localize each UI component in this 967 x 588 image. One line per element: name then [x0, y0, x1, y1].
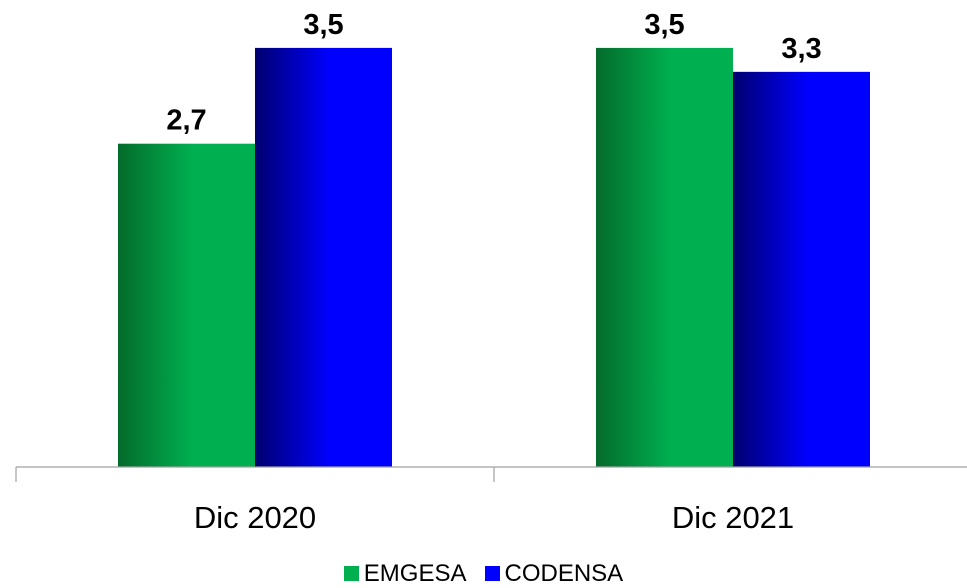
bar-emgesa-1	[596, 47, 733, 468]
legend-label-codensa: CODENSA	[504, 559, 624, 587]
data-label-emgesa-0: 2,7	[166, 105, 206, 137]
category-label-0: Dic 2020	[194, 500, 316, 535]
bar-emgesa-0	[118, 143, 255, 467]
legend-item-codensa: CODENSA	[484, 559, 624, 588]
data-label-emgesa-1: 3,5	[644, 9, 684, 41]
data-label-codensa-0: 3,5	[303, 9, 343, 41]
bar-codensa-1	[733, 71, 870, 467]
legend-label-emgesa: EMGESA	[363, 559, 467, 587]
data-label-codensa-1: 3,3	[781, 33, 821, 65]
legend-item-emgesa: EMGESA	[343, 559, 467, 588]
bar-codensa-0	[255, 47, 392, 468]
category-label-1: Dic 2021	[672, 500, 794, 535]
legend: EMGESA CODENSA	[0, 560, 967, 587]
legend-swatch-emgesa	[343, 566, 359, 581]
legend-swatch-codensa	[484, 566, 500, 581]
bar-chart: 2,7 3,5 3,5 3,3 Dic 2020 Dic 2021	[15, 9, 967, 535]
